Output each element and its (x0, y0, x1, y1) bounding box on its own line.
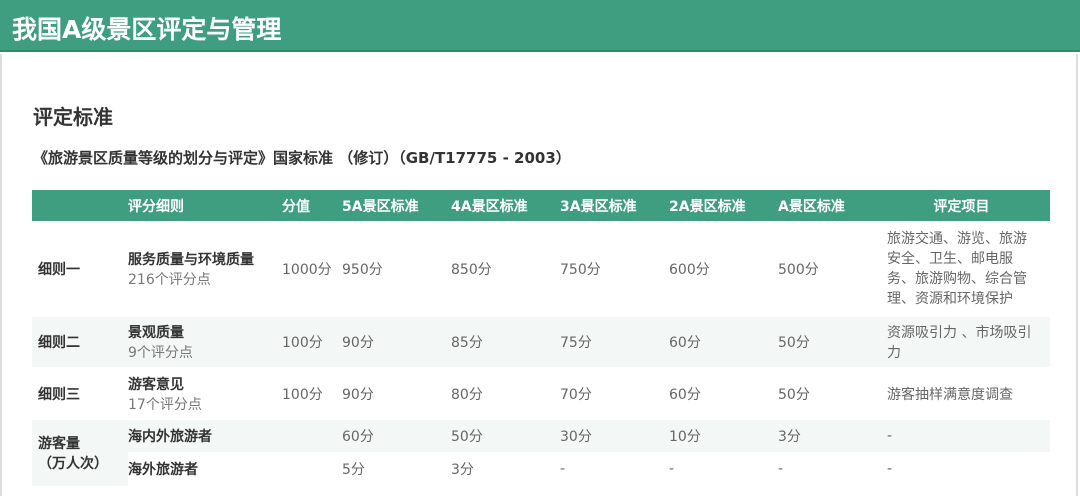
value-cell: - (560, 461, 566, 477)
value-cell: 50分 (778, 386, 810, 403)
row-label: 细则三 (38, 386, 80, 403)
header-cell: 5A景区标准 (342, 190, 451, 221)
scope-cell: 资源吸引力 、市场吸引力 (887, 317, 1050, 367)
row-label: 细则一 (38, 262, 80, 278)
value-cell: 90分 (342, 317, 451, 367)
content-frame (0, 54, 1078, 496)
value-cell: - (669, 461, 675, 477)
table-row: 游客量 （万人次） 海内外旅游者 60分 50分 30分 10分 3分 - (32, 420, 1050, 486)
page-title: 我国A级景区评定与管理 (12, 15, 282, 44)
scope-cell: - (887, 461, 893, 477)
header-cell: 2A景区标准 (669, 190, 778, 221)
scope-cell: - (887, 420, 1050, 452)
value-cell: 950分 (342, 262, 383, 278)
rating-standards-table: 评分细则 分值 5A景区标准 4A景区标准 3A景区标准 2A景区标准 A景区标… (32, 190, 1050, 486)
header-cell: A景区标准 (778, 190, 887, 221)
value-cell: 600分 (669, 262, 710, 278)
visitors-label-line: 游客量 (38, 436, 80, 452)
item-name: 服务质量与环境质量 (128, 252, 254, 268)
visitors-label-line: （万人次） (38, 456, 108, 472)
value-cell: 60分 (669, 386, 701, 403)
score-cell (282, 452, 342, 486)
value-cell: 90分 (342, 386, 374, 403)
item-name: 景观质量 (128, 325, 184, 341)
header-cell: 4A景区标准 (451, 190, 560, 221)
value-cell: - (778, 461, 784, 477)
value-cell: 50分 (778, 317, 887, 367)
title-bar: 我国A级景区评定与管理 (0, 0, 1080, 52)
table-header: 评分细则 分值 5A景区标准 4A景区标准 3A景区标准 2A景区标准 A景区标… (32, 190, 1050, 221)
scope-cell: 游客抽样满意度调查 (887, 386, 1013, 403)
item-points: 17个评分点 (128, 396, 202, 413)
row-label: 细则二 (32, 317, 128, 367)
score-cell: 100分 (282, 317, 342, 367)
score-cell (282, 420, 342, 452)
score-cell: 1000分 (282, 262, 332, 278)
value-cell: 500分 (778, 262, 819, 278)
table-row: 细则一 服务质量与环境质量 216个评分点 1000分 950分 850分 750… (32, 221, 1050, 317)
value-cell: 750分 (560, 262, 601, 278)
value-cell: 10分 (669, 420, 778, 452)
value-cell: 85分 (451, 317, 560, 367)
value-cell: 3分 (451, 462, 474, 478)
value-cell: 60分 (342, 420, 451, 452)
score-cell: 100分 (282, 386, 323, 403)
value-cell: 60分 (669, 317, 778, 367)
item-name: 海外旅游者 (128, 462, 198, 478)
scope-cell: 旅游交通、游览、旅游安全、卫生、邮电服务、旅游购物、综合管理、资源和环境保护 (887, 231, 1027, 307)
value-cell: 80分 (451, 386, 483, 403)
value-cell: 50分 (451, 420, 560, 452)
item-points: 216个评分点 (128, 272, 211, 288)
value-cell: 75分 (560, 317, 669, 367)
value-cell: 3分 (778, 420, 887, 452)
header-cell: 3A景区标准 (560, 190, 669, 221)
item-cell: 服务质量与环境质量 216个评分点 (128, 221, 282, 317)
standard-subtitle: 《旅游景区质量等级的划分与评定》国家标准 （修订）（GB/T17775 - 20… (33, 149, 571, 167)
header-cell (32, 190, 128, 221)
item-name: 海内外旅游者 (128, 420, 282, 452)
value-cell: 5分 (342, 462, 365, 478)
header-cell: 评分细则 (128, 190, 282, 221)
value-cell: 70分 (560, 386, 592, 403)
visitors-label: 游客量 （万人次） (32, 420, 128, 486)
section-title: 评定标准 (33, 105, 113, 129)
item-name: 游客意见 (128, 376, 184, 393)
value-cell: 30分 (560, 420, 669, 452)
header-cell: 分值 (282, 190, 342, 221)
item-points: 9个评分点 (128, 345, 193, 361)
table-row: 细则三 游客意见 17个评分点 100分 90分 80分 70分 60分 50分 … (32, 367, 1050, 420)
table-row: 海外旅游者 5分 3分 - - - - (32, 452, 1050, 486)
table-row: 细则二 景观质量 9个评分点 100分 90分 85分 75分 60分 50分 资… (32, 317, 1050, 367)
header-cell: 评定项目 (887, 190, 1050, 221)
item-cell: 游客意见 17个评分点 (128, 367, 282, 420)
value-cell: 850分 (451, 262, 492, 278)
item-cell: 景观质量 9个评分点 (128, 317, 282, 367)
